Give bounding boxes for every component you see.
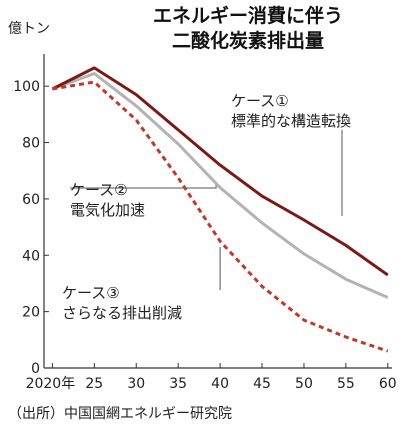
series-1-label-line2: 標準的な構造転換	[231, 112, 351, 130]
x-tick-label: 45	[253, 376, 271, 392]
y-tick-label: 60	[22, 192, 40, 208]
x-tick-label: 35	[169, 376, 187, 392]
series-lines	[51, 66, 389, 353]
y-tick-label: 80	[22, 136, 40, 152]
series-2-line	[51, 72, 389, 299]
x-tick-label: 40	[211, 376, 229, 392]
x-tick-label: 50	[295, 376, 313, 392]
x-tick-label: 25	[85, 376, 103, 392]
y-tick-label: 20	[22, 305, 40, 321]
series-3-label-line2: さらなる排出削減	[62, 304, 182, 322]
series-1-line	[51, 66, 389, 277]
y-tick-label: 40	[22, 248, 40, 264]
source-note: （出所）中国国網エネルギー研究院	[8, 406, 232, 422]
y-tick-label: 100	[13, 79, 40, 95]
x-tick-label: 2020年	[26, 376, 76, 392]
x-tick-label: 30	[127, 376, 145, 392]
series-2-label-line1: ケース②	[70, 181, 128, 199]
x-tick-label: 60	[379, 376, 397, 392]
axes: 0 20 40 60 80 100 2020年 25 30 35 40 45 50 55 60	[13, 54, 397, 392]
chart-title-line2: 二酸化炭素排出量	[172, 29, 324, 52]
series-3-line	[52, 80, 389, 353]
x-tick-label: 55	[337, 376, 355, 392]
chart-title-line1: エネルギー消費に伴う	[153, 4, 343, 27]
series-2-label-line2: 電気化加速	[70, 201, 145, 219]
y-tick-label: 0	[31, 361, 40, 377]
series-3-label-line1: ケース③	[62, 284, 120, 302]
y-unit-label: 億トン	[8, 21, 50, 37]
series-1-label-line1: ケース①	[231, 92, 289, 110]
